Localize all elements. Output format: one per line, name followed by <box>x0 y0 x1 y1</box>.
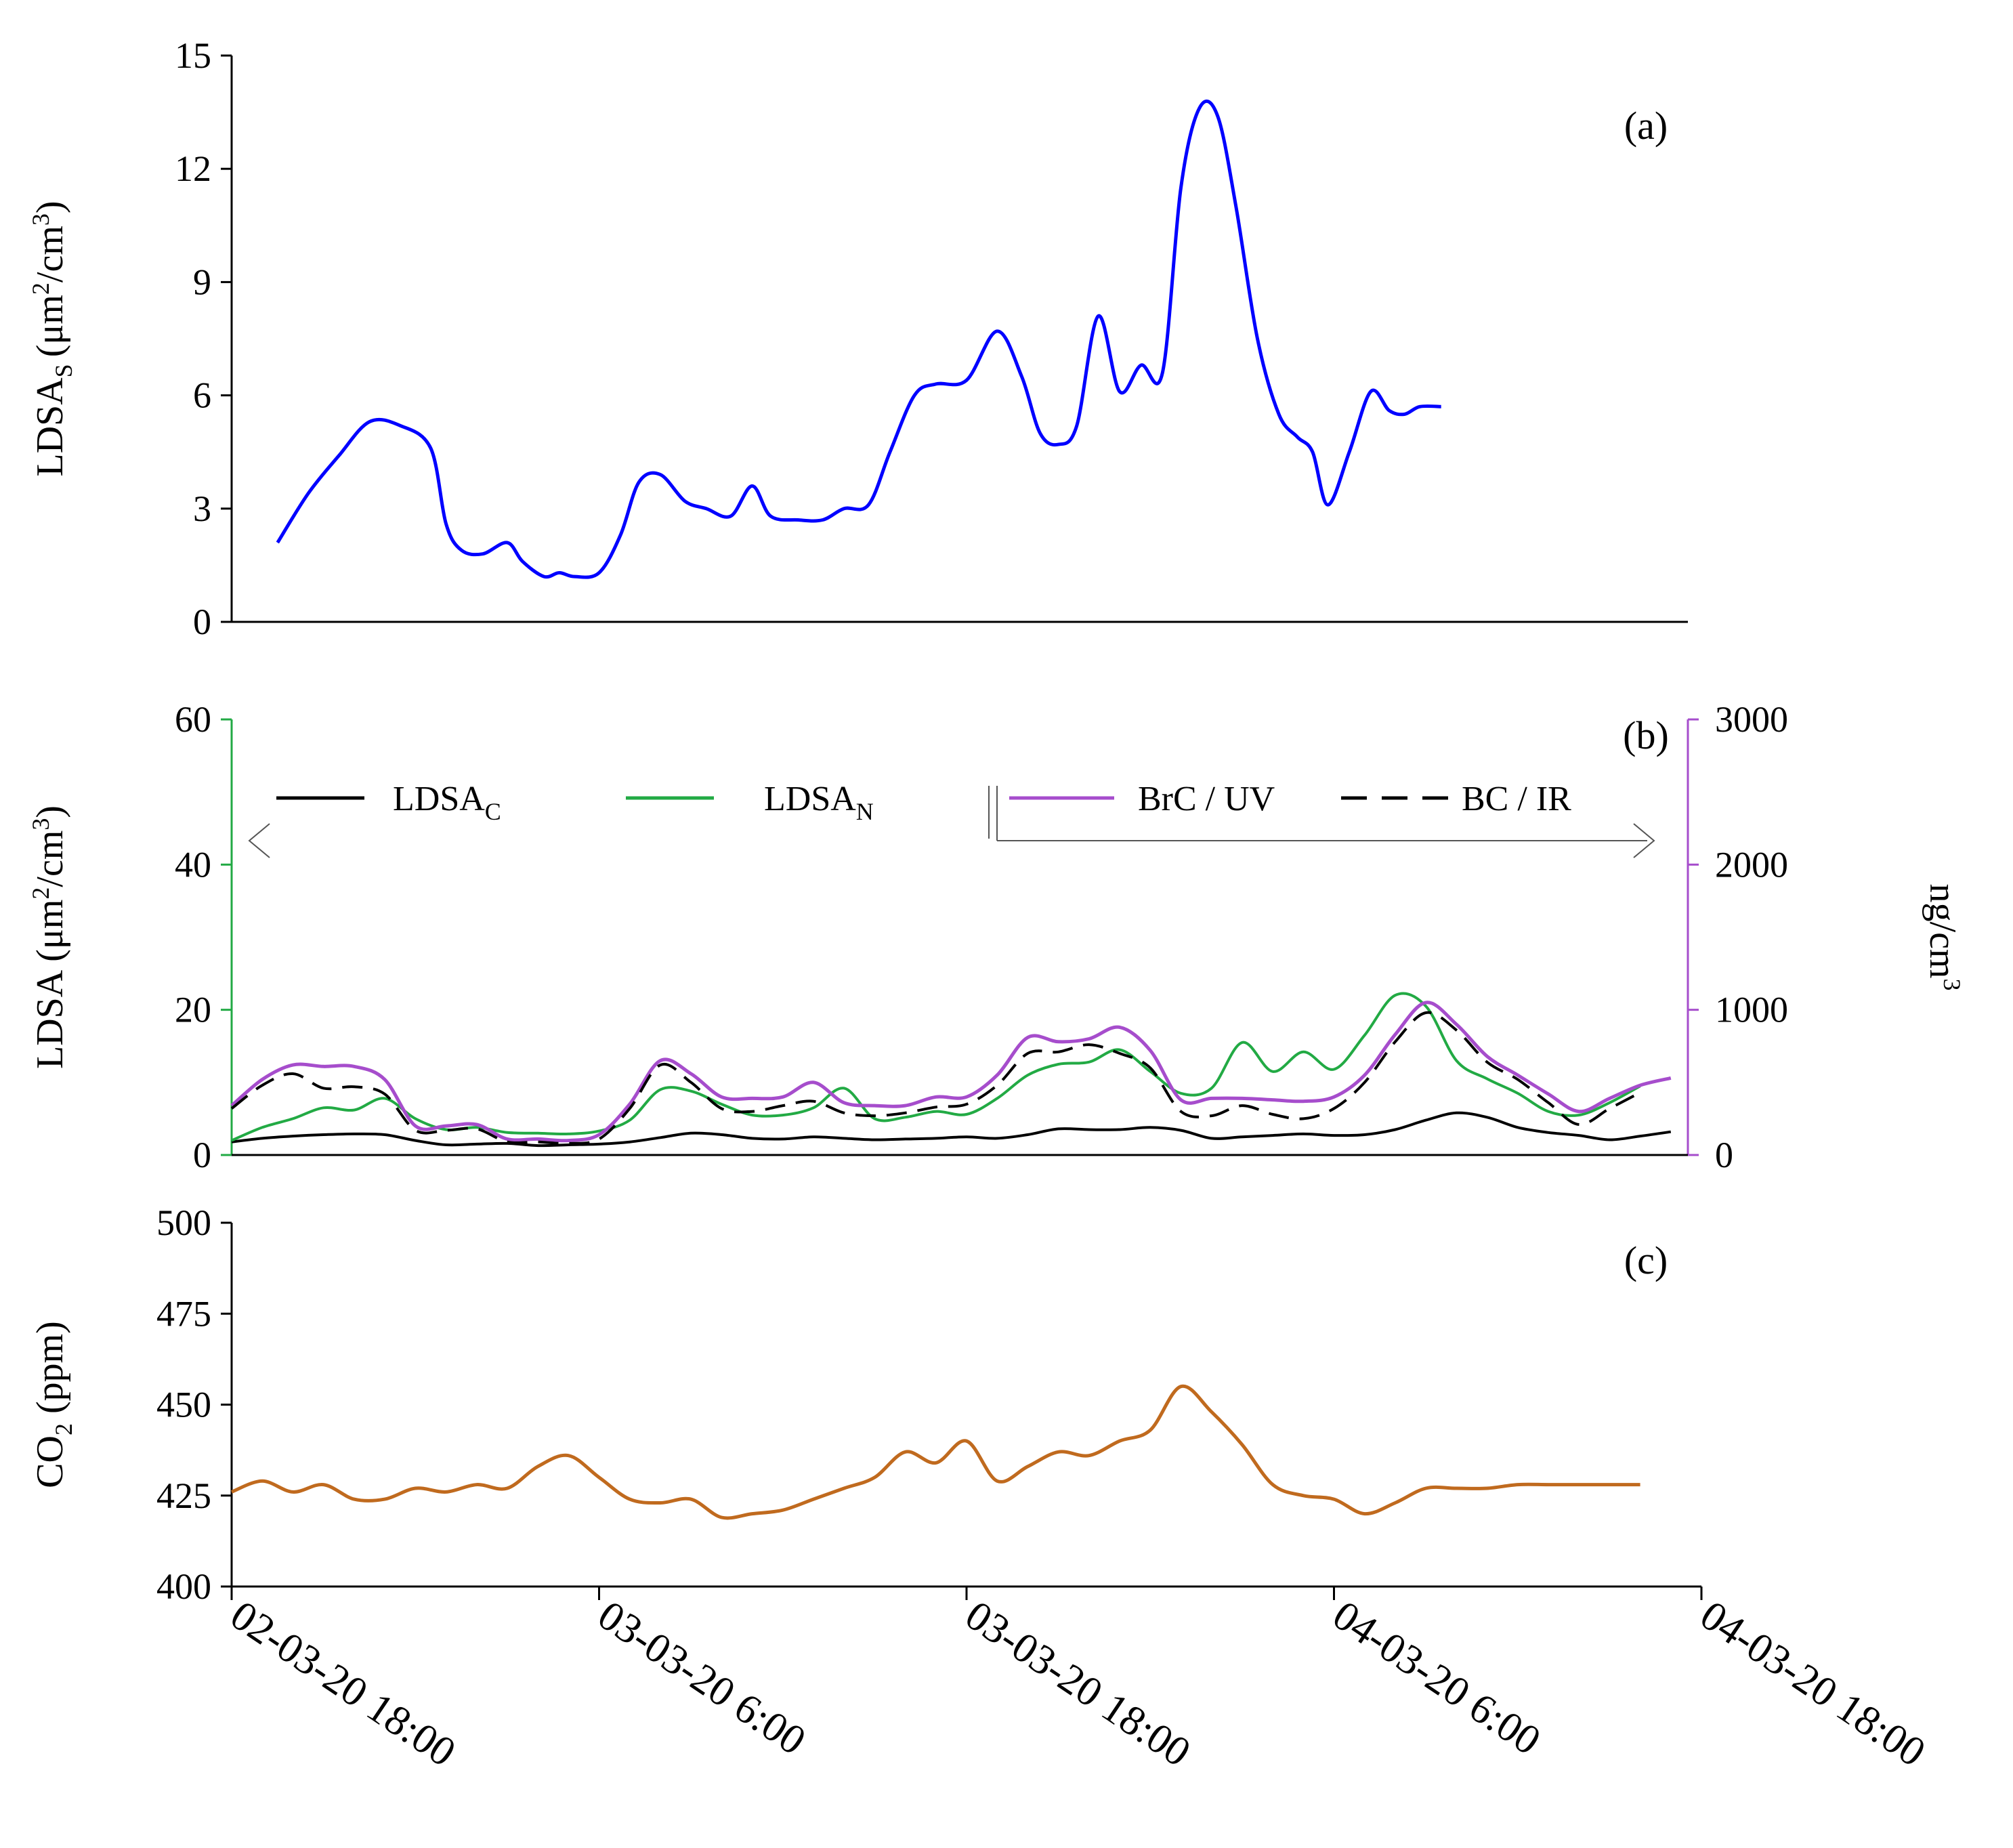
panel-label: (a) <box>1624 104 1668 148</box>
left-axis-arrow-icon <box>248 823 270 858</box>
series-co2-line <box>231 1384 1640 1520</box>
y-title-sup: 2 <box>27 887 54 900</box>
legend-label-sub: C <box>485 798 501 825</box>
y-title-sup: 3 <box>27 818 54 831</box>
series-brc-uv-line <box>230 1001 1672 1143</box>
panel-b: 02040600100020003000(b)LDSA(μm2/cm3)ng/c… <box>27 699 1966 1175</box>
y-tick-label: 0 <box>193 602 211 642</box>
y2-tick-label: 1000 <box>1715 990 1788 1030</box>
x-axis-labels: 02-03-20 18:00 03-03-20 6:00 03-03-20 18:0… <box>222 1592 1933 1776</box>
legend-label-ldsa_n: LDSAN <box>764 780 874 825</box>
y-title-unit: /cm <box>29 831 71 887</box>
y-tick-label: 20 <box>175 990 211 1030</box>
legend-label-brc_uv: BrC / UV <box>1138 780 1275 818</box>
panel-c: 400 425 450 475 500 (c) CO2 (ppm) <box>29 1202 1703 1607</box>
legend-label-text: BC / IR <box>1462 780 1571 818</box>
y-tick-label: 9 <box>193 261 211 302</box>
y-title-main: LDSA <box>29 377 71 477</box>
y-title-unit: (μm <box>29 900 71 962</box>
y-tick-label: 475 <box>156 1293 211 1334</box>
x-tick-label: 04-03-20 18:00 <box>1692 1592 1933 1776</box>
legend-label-text: BrC / UV <box>1138 780 1275 818</box>
y-title-main: CO <box>29 1435 71 1488</box>
y-tick-label: 60 <box>175 699 211 740</box>
y2-title-sup: 3 <box>1938 978 1966 990</box>
legend-label-text: LDSA <box>764 780 856 818</box>
panel-label: (b) <box>1623 713 1669 757</box>
y-tick-label: 0 <box>193 1135 211 1175</box>
y-title-unit: (ppm) <box>29 1321 71 1423</box>
y-title-sup: 2 <box>27 282 54 295</box>
y-title-sub: 2 <box>50 1423 77 1435</box>
y-title-unit: (μm <box>29 295 71 357</box>
y2-tick-label: 3000 <box>1715 699 1788 740</box>
series-ldsa-c-line <box>231 1111 1672 1148</box>
y-title-sub: S <box>50 364 77 377</box>
series-ldsa-s-line <box>276 99 1441 579</box>
y-title-sup: 3 <box>27 213 54 226</box>
x-tick-label: 04-03-20 6:00 <box>1325 1592 1549 1764</box>
y-axis-title: LDSA (μm2/cm3) <box>27 805 71 1069</box>
x-tick-label: 03-03-20 6:00 <box>590 1592 814 1764</box>
x-tick-label: 03-03-20 18:00 <box>957 1592 1198 1776</box>
y-title-unit: ) <box>29 201 71 213</box>
y-title-unit: /cm <box>29 226 71 282</box>
legend-label-ldsa_c: LDSAC <box>393 780 501 825</box>
y-tick-label: 500 <box>156 1202 211 1243</box>
series-ldsa-n-line <box>231 992 1641 1142</box>
y-tick-label: 6 <box>193 375 211 416</box>
y-tick-label: 450 <box>156 1385 211 1425</box>
legend-label-sub: N <box>856 798 874 825</box>
y-tick-label: 40 <box>175 844 211 885</box>
series-bc-ir-line <box>230 1011 1641 1146</box>
y-title-unit: ) <box>29 805 71 818</box>
y-axis-title: LDSAS (μm2/cm3) <box>27 201 77 476</box>
y-axis-title: CO2 (ppm) <box>29 1321 77 1488</box>
y-title-main: LDSA <box>29 969 71 1069</box>
right-axis-arrow-icon <box>1633 823 1655 858</box>
y2-tick-label: 0 <box>1715 1135 1733 1175</box>
y-tick-label: 3 <box>193 488 211 529</box>
y-tick-label: 425 <box>156 1475 211 1516</box>
y-tick-label: 400 <box>156 1566 211 1607</box>
y-tick-label: 12 <box>175 148 211 189</box>
y2-axis-title: ng/cm3 <box>1922 884 1966 991</box>
y-tick-label: 15 <box>175 35 211 76</box>
x-tick-label: 02-03-20 18:00 <box>222 1592 463 1776</box>
y2-tick-label: 2000 <box>1715 844 1788 885</box>
y2-title-main: ng/cm <box>1922 884 1964 979</box>
legend-label-bc_ir: BC / IR <box>1462 780 1571 818</box>
panel-label: (c) <box>1624 1238 1668 1282</box>
legend-label-text: LDSA <box>393 780 485 818</box>
